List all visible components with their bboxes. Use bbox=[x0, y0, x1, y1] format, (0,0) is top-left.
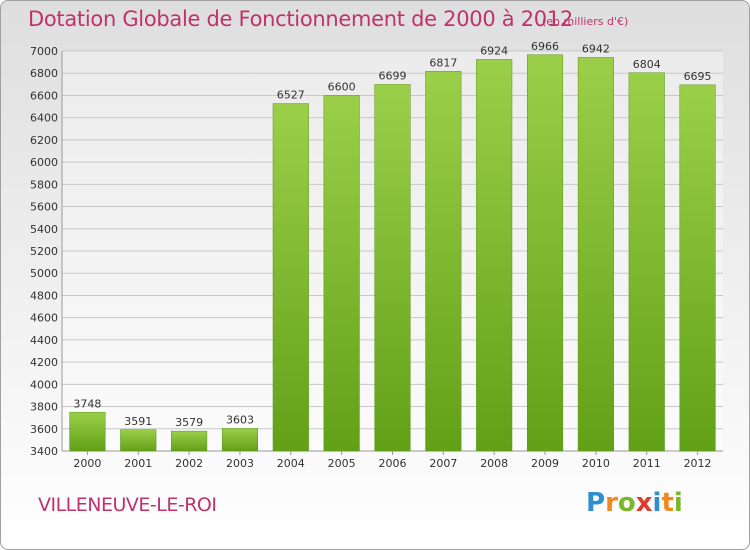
y-tick-label: 4200 bbox=[30, 356, 58, 369]
bar-2007 bbox=[425, 71, 462, 452]
y-tick-label: 4800 bbox=[30, 289, 58, 302]
value-label-2005: 6600 bbox=[328, 80, 356, 93]
x-tick-label-2012: 2012 bbox=[684, 457, 712, 470]
commune-name: VILLENEUVE-LE-ROI bbox=[38, 494, 217, 516]
x-tick-label-2005: 2005 bbox=[328, 457, 356, 470]
x-tick-label-2008: 2008 bbox=[480, 457, 508, 470]
y-tick-label: 4000 bbox=[30, 378, 58, 391]
value-label-2007: 6817 bbox=[429, 56, 457, 69]
value-label-2002: 3579 bbox=[175, 416, 203, 429]
logo-letter: i bbox=[673, 488, 683, 518]
value-label-2009: 6966 bbox=[531, 40, 559, 53]
x-tick-label-2001: 2001 bbox=[124, 457, 152, 470]
y-tick-label: 7000 bbox=[30, 45, 58, 58]
y-tick-label: 3800 bbox=[30, 401, 58, 414]
x-tick-label-2003: 2003 bbox=[226, 457, 254, 470]
y-tick-label: 4400 bbox=[30, 334, 58, 347]
chart-subtitle: (en milliers d'€) bbox=[542, 15, 629, 28]
y-tick-label: 3600 bbox=[30, 423, 58, 436]
y-tick-label: 5200 bbox=[30, 245, 58, 258]
x-tick-label-2000: 2000 bbox=[73, 457, 101, 470]
proxiti-logo: Proxiti bbox=[586, 488, 683, 518]
x-tick-label-2011: 2011 bbox=[633, 457, 661, 470]
y-tick-label: 6000 bbox=[30, 156, 58, 169]
y-tick-label: 5600 bbox=[30, 201, 58, 214]
bar-2002 bbox=[171, 430, 208, 452]
chart-title: Dotation Globale de Fonctionnement de 20… bbox=[28, 7, 573, 31]
value-label-2010: 6942 bbox=[582, 42, 610, 55]
value-label-2012: 6695 bbox=[684, 70, 712, 83]
value-label-2008: 6924 bbox=[480, 44, 508, 57]
bar-2000 bbox=[69, 412, 106, 452]
bar-2004 bbox=[272, 103, 309, 452]
x-tick-label-2004: 2004 bbox=[277, 457, 305, 470]
value-label-2000: 3748 bbox=[73, 397, 101, 410]
y-tick-label: 6600 bbox=[30, 89, 58, 102]
y-tick-label: 6800 bbox=[30, 67, 58, 80]
x-tick-label-2009: 2009 bbox=[531, 457, 559, 470]
value-label-2004: 6527 bbox=[277, 89, 305, 102]
bar-2012 bbox=[679, 84, 716, 452]
value-label-2001: 3591 bbox=[124, 415, 152, 428]
bar-2009 bbox=[526, 54, 564, 452]
bar-2003 bbox=[221, 428, 259, 452]
logo-letter: r bbox=[605, 488, 618, 518]
logo-letter: i bbox=[652, 488, 662, 518]
logo-letter: t bbox=[661, 488, 674, 518]
value-label-2011: 6804 bbox=[633, 58, 661, 71]
y-tick-label: 4600 bbox=[30, 312, 58, 325]
value-label-2006: 6699 bbox=[379, 69, 407, 82]
y-tick-label: 6200 bbox=[30, 134, 58, 147]
x-tick-label-2006: 2006 bbox=[379, 457, 407, 470]
x-tick-label-2010: 2010 bbox=[582, 457, 610, 470]
logo-letter: x bbox=[635, 488, 653, 518]
logo-letter: o bbox=[617, 488, 636, 518]
logo-letter: P bbox=[586, 488, 606, 518]
y-tick-label: 5800 bbox=[30, 178, 58, 191]
bar-2008 bbox=[476, 59, 513, 452]
x-tick-label-2002: 2002 bbox=[175, 457, 203, 470]
x-tick-label-2007: 2007 bbox=[429, 457, 457, 470]
bar-2005 bbox=[323, 95, 360, 452]
bar-2010 bbox=[577, 57, 614, 452]
y-tick-label: 6400 bbox=[30, 112, 58, 125]
y-tick-label: 5400 bbox=[30, 223, 58, 236]
bar-2001 bbox=[120, 429, 157, 452]
value-label-2003: 3603 bbox=[226, 413, 254, 426]
y-tick-label: 5000 bbox=[30, 267, 58, 280]
bar-2011 bbox=[628, 72, 665, 452]
y-tick-label: 3400 bbox=[30, 445, 58, 458]
bar-2006 bbox=[374, 84, 411, 452]
